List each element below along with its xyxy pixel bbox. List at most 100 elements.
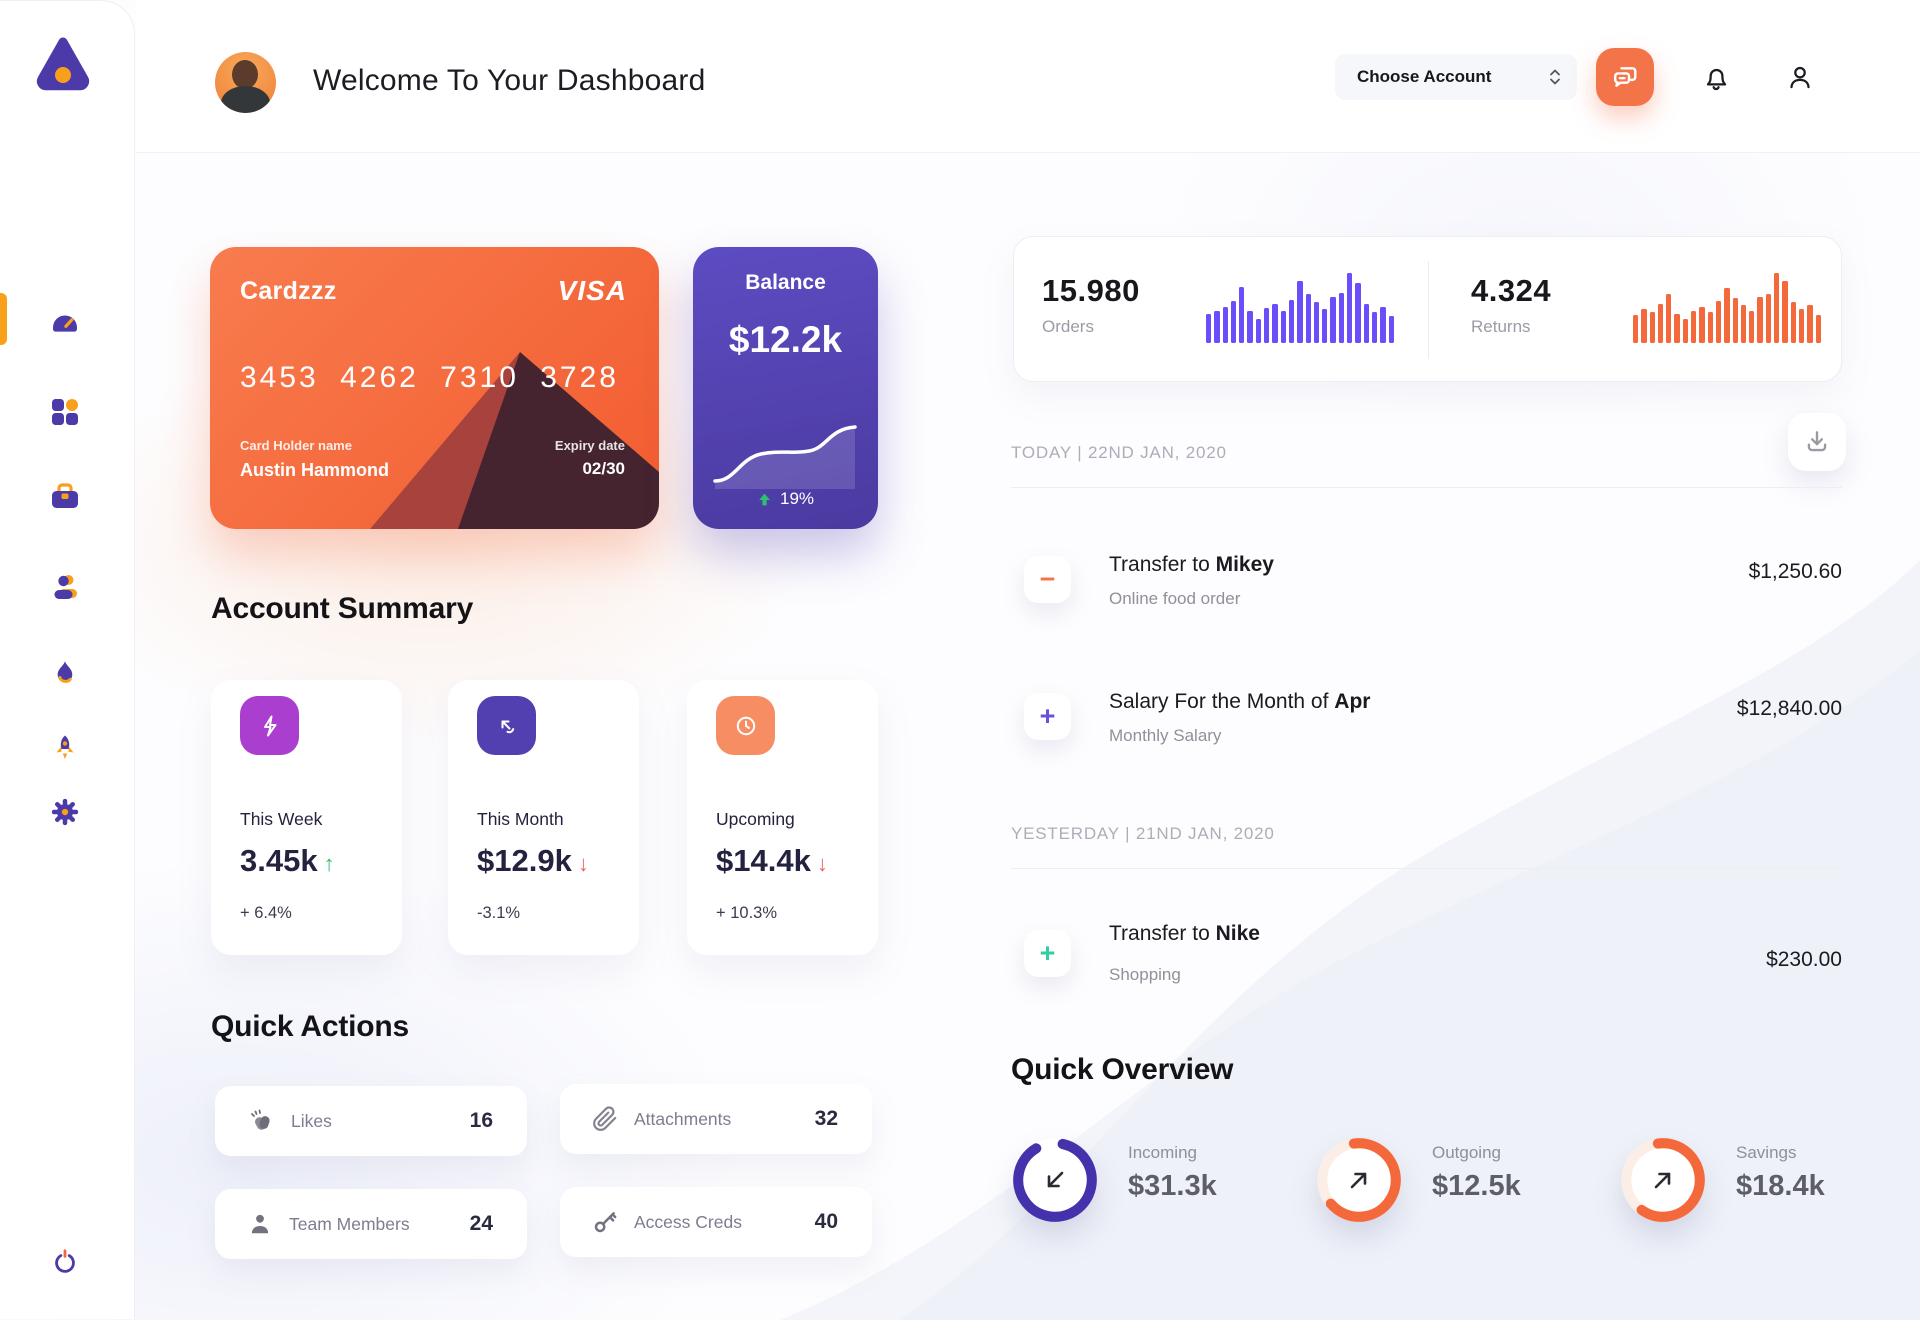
quick-action-likes[interactable]: Likes 16 bbox=[215, 1086, 527, 1156]
incoming-donut bbox=[1013, 1138, 1097, 1222]
app-logo[interactable] bbox=[33, 34, 93, 94]
summary-label: Upcoming bbox=[716, 809, 795, 829]
grid-icon bbox=[52, 399, 78, 425]
sidebar-item-apps[interactable] bbox=[45, 392, 85, 432]
summary-label: This Week bbox=[240, 809, 323, 829]
briefcase-icon bbox=[52, 483, 78, 508]
tx-amount: $1,250.60 bbox=[1748, 560, 1842, 583]
card-holder-label: Card Holder name bbox=[240, 438, 352, 453]
arrow-up-icon bbox=[759, 493, 770, 505]
bank-card: Cardzzz VISA 3453 4262 7310 3728 Card Ho… bbox=[210, 247, 659, 529]
outgoing-donut bbox=[1317, 1138, 1401, 1222]
quick-action-team-members[interactable]: Team Members 24 bbox=[215, 1189, 527, 1259]
summary-card-this-month: This Month $12.9k ↓ -3.1% bbox=[448, 680, 639, 955]
sidebar-item-work[interactable] bbox=[45, 477, 85, 517]
summary-value-text: $12.9k bbox=[477, 843, 572, 878]
tx-icon-minus[interactable]: − bbox=[1024, 556, 1071, 603]
tx-subtitle: Online food order bbox=[1109, 589, 1241, 608]
tx-subtitle: Monthly Salary bbox=[1109, 726, 1222, 745]
orders-label: Orders bbox=[1042, 317, 1094, 336]
summary-card-this-week: This Week 3.45k ↑ + 6.4% bbox=[211, 680, 402, 955]
trend-down-arrow: ↓ bbox=[816, 851, 828, 876]
visa-logo: VISA bbox=[557, 275, 627, 306]
quick-actions-heading: Quick Actions bbox=[211, 1010, 409, 1043]
tx-title[interactable]: Transfer to Nike bbox=[1109, 922, 1260, 946]
member-icon bbox=[251, 1214, 269, 1234]
sidebar-item-settings[interactable] bbox=[45, 792, 85, 832]
lightning-icon-tile bbox=[240, 696, 299, 755]
bell-icon bbox=[1706, 68, 1727, 91]
quick-action-attachments[interactable]: Attachments 32 bbox=[560, 1084, 872, 1154]
gear-icon bbox=[51, 798, 79, 826]
divider bbox=[1011, 487, 1842, 488]
trend-arrow-icon bbox=[501, 720, 514, 733]
rocket-icon bbox=[56, 735, 74, 759]
divider bbox=[1011, 868, 1842, 869]
plus-icon: + bbox=[1039, 938, 1056, 968]
bank-card-pyramid-decor bbox=[370, 352, 659, 529]
summary-value: 3.45k ↑ bbox=[240, 843, 335, 879]
arrow-up-right-icon bbox=[1654, 1172, 1671, 1189]
returns-label: Returns bbox=[1471, 317, 1531, 336]
expiry-value: 02/30 bbox=[582, 459, 625, 478]
sidebar-item-trending[interactable] bbox=[45, 654, 85, 694]
avatar[interactable] bbox=[215, 52, 276, 113]
tx-title-bold: Nike bbox=[1215, 922, 1260, 945]
download-button[interactable] bbox=[1788, 413, 1846, 471]
speedometer-icon bbox=[53, 315, 77, 332]
notifications-button[interactable] bbox=[1698, 60, 1734, 96]
tx-amount: $12,840.00 bbox=[1736, 697, 1842, 720]
plus-icon: + bbox=[1039, 701, 1056, 731]
sidebar-item-dashboard[interactable] bbox=[45, 301, 85, 341]
tx-icon-plus[interactable]: + bbox=[1024, 693, 1071, 740]
overview-label: Outgoing bbox=[1432, 1143, 1501, 1162]
quick-action-access-creds[interactable]: Access Creds 40 bbox=[560, 1187, 872, 1257]
tx-group-date-today: TODAY | 22ND JAN, 2020 bbox=[1011, 443, 1227, 462]
summary-delta: + 6.4% bbox=[240, 904, 292, 922]
profile-icon bbox=[1790, 66, 1810, 89]
summary-value-text: $14.4k bbox=[716, 843, 811, 878]
profile-button[interactable] bbox=[1782, 60, 1818, 96]
paperclip-icon bbox=[593, 1106, 617, 1131]
balance-change-value: 19% bbox=[779, 489, 815, 508]
clap-icon bbox=[251, 1109, 270, 1130]
power-icon bbox=[55, 1249, 75, 1273]
tx-subtitle: Shopping bbox=[1109, 965, 1181, 984]
bank-card-name: Cardzzz bbox=[240, 277, 337, 305]
balance-title: Balance bbox=[745, 271, 826, 294]
overview-label: Savings bbox=[1736, 1143, 1797, 1162]
sidebar-item-team[interactable] bbox=[45, 567, 85, 607]
orders-sparkline bbox=[1206, 273, 1394, 343]
balance-change: 19% bbox=[693, 489, 878, 509]
summary-delta: + 10.3% bbox=[716, 904, 778, 922]
stats-divider bbox=[1428, 261, 1429, 359]
tx-title-prefix: Transfer to bbox=[1109, 922, 1216, 945]
tx-title-prefix: Salary For the Month of bbox=[1109, 690, 1335, 713]
tx-title-bold: Mikey bbox=[1215, 553, 1274, 576]
quick-overview-heading: Quick Overview bbox=[1011, 1053, 1234, 1086]
tx-title-bold: Apr bbox=[1334, 690, 1371, 713]
flame-icon bbox=[57, 661, 73, 683]
savings-donut bbox=[1621, 1138, 1705, 1222]
chat-button[interactable] bbox=[1596, 48, 1654, 106]
card-holder-name: Austin Hammond bbox=[240, 460, 390, 480]
tx-icon-plus[interactable]: + bbox=[1024, 930, 1071, 977]
choose-account-dropdown[interactable]: Choose Account bbox=[1335, 54, 1577, 100]
arrow-up-right-icon bbox=[1350, 1172, 1367, 1189]
trend-up-arrow: ↑ bbox=[323, 851, 335, 876]
quick-action-label: Attachments bbox=[634, 1108, 732, 1129]
lightning-icon bbox=[263, 715, 276, 736]
sidebar bbox=[0, 0, 135, 1319]
tx-title-prefix: Transfer to bbox=[1109, 553, 1216, 576]
tx-title[interactable]: Salary For the Month of Apr bbox=[1109, 690, 1370, 714]
summary-value: $12.9k ↓ bbox=[477, 843, 589, 879]
tx-title[interactable]: Transfer to Mikey bbox=[1109, 553, 1274, 577]
expiry-block: Expiry date 02/30 bbox=[555, 438, 625, 479]
orders-returns-card: 15.980 Orders 4.324 Returns bbox=[1013, 236, 1842, 382]
overview-label: Incoming bbox=[1128, 1143, 1197, 1162]
key-icon bbox=[594, 1212, 617, 1233]
returns-sparkline bbox=[1633, 273, 1821, 343]
sidebar-item-launch[interactable] bbox=[45, 729, 85, 769]
sidebar-item-logout[interactable] bbox=[45, 1242, 85, 1282]
quick-action-count: 16 bbox=[469, 1109, 493, 1132]
